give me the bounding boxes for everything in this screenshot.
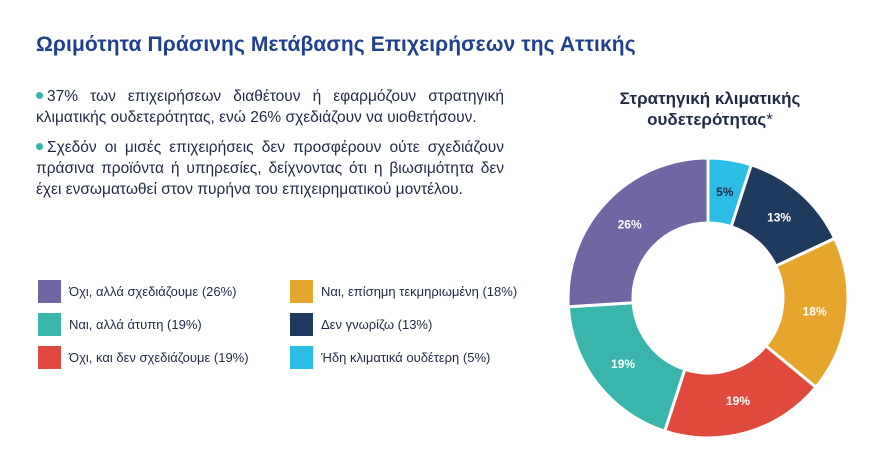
slice-label: 13% bbox=[767, 210, 791, 224]
slice-label: 19% bbox=[611, 357, 635, 371]
legend-label: Όχι, και δεν σχεδιάζουμε (19%) bbox=[69, 350, 249, 365]
bullet-dot-icon bbox=[36, 92, 43, 99]
donut-chart: 5% 13% 18% 19% 19% 26% bbox=[566, 156, 850, 440]
slice-label: 26% bbox=[618, 217, 642, 231]
legend-swatch bbox=[38, 313, 61, 336]
legend-item: Όχι, και δεν σχεδιάζουμε (19%) bbox=[38, 346, 290, 369]
legend-item: Ναι, επίσημη τεκμηριωμένη (18%) bbox=[290, 280, 550, 303]
bullet-item: 37% των επιχειρήσεων διαθέτουν ή εφαρμόζ… bbox=[36, 86, 504, 128]
donut-slice bbox=[566, 156, 710, 309]
legend-swatch bbox=[38, 346, 61, 369]
page-title: Ωριμότητα Πράσινης Μετάβασης Επιχειρήσεω… bbox=[36, 33, 636, 56]
legend-item: Όχι, αλλά σχεδιάζουμε (26%) bbox=[38, 280, 290, 303]
legend-item: Δεν γνωρίζω (13%) bbox=[290, 313, 550, 336]
legend-label: Ναι, επίσημη τεκμηριωμένη (18%) bbox=[321, 284, 518, 299]
legend-label: Ήδη κλιματικά ουδέτερη (5%) bbox=[321, 350, 491, 365]
bullet-dot-icon bbox=[36, 143, 43, 150]
chart-title-text: Στρατηγική κλιματικής ουδετερότητας bbox=[619, 89, 801, 129]
legend-swatch bbox=[290, 280, 313, 303]
bullet-text: Σχεδόν οι μισές επιχειρήσεις δεν προσφέρ… bbox=[36, 139, 504, 198]
slice-label: 5% bbox=[716, 185, 734, 199]
legend-label: Δεν γνωρίζω (13%) bbox=[321, 317, 433, 332]
bullet-text: 37% των επιχειρήσεων διαθέτουν ή εφαρμόζ… bbox=[36, 88, 504, 126]
chart-legend: Όχι, αλλά σχεδιάζουμε (26%) Ναι, επίσημη… bbox=[38, 280, 558, 369]
legend-swatch bbox=[290, 313, 313, 336]
summary-bullets: 37% των επιχειρήσεων διαθέτουν ή εφαρμόζ… bbox=[36, 86, 504, 209]
donut-slice bbox=[763, 236, 850, 390]
legend-swatch bbox=[290, 346, 313, 369]
legend-item: Ήδη κλιματικά ουδέτερη (5%) bbox=[290, 346, 550, 369]
legend-label: Όχι, αλλά σχεδιάζουμε (26%) bbox=[69, 284, 237, 299]
bullet-item: Σχεδόν οι μισές επιχειρήσεις δεν προσφέρ… bbox=[36, 137, 504, 200]
chart-title: Στρατηγική κλιματικής ουδετερότητας* bbox=[575, 88, 845, 130]
legend-item: Ναι, αλλά άτυπη (19%) bbox=[38, 313, 290, 336]
slice-label: 19% bbox=[726, 394, 750, 408]
chart-title-footnote-mark: * bbox=[766, 110, 773, 129]
legend-swatch bbox=[38, 280, 61, 303]
slice-label: 18% bbox=[803, 304, 827, 318]
legend-label: Ναι, αλλά άτυπη (19%) bbox=[69, 317, 202, 332]
